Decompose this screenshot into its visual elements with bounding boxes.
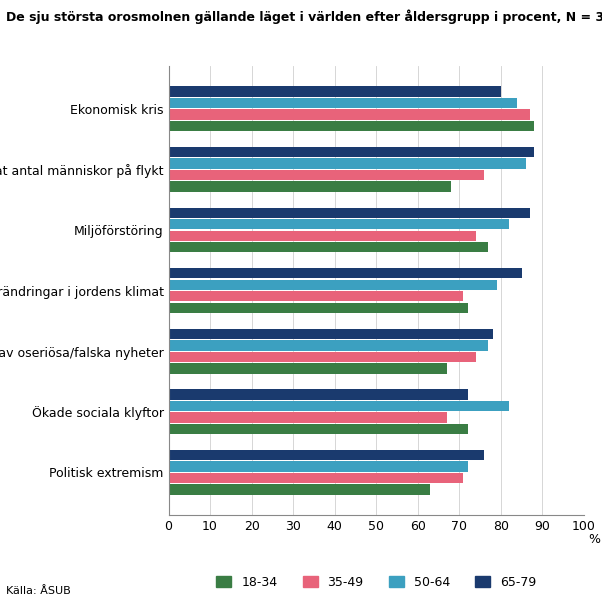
Bar bbox=[169, 389, 468, 400]
Bar bbox=[169, 302, 468, 313]
Bar bbox=[169, 207, 530, 218]
Bar bbox=[169, 147, 534, 157]
Legend: 18-34, 35-49, 50-64, 65-79: 18-34, 35-49, 50-64, 65-79 bbox=[211, 571, 541, 594]
Bar bbox=[169, 340, 488, 350]
Bar bbox=[169, 473, 464, 483]
Bar bbox=[169, 401, 509, 411]
Bar bbox=[169, 219, 509, 229]
Text: De sju största orosmolnen gällande läget i världen efter åldersgrupp i procent, : De sju största orosmolnen gällande läget… bbox=[6, 9, 602, 23]
Bar bbox=[169, 170, 484, 180]
Bar bbox=[169, 98, 518, 108]
Bar bbox=[169, 158, 526, 169]
Text: Källa: ÅSUB: Källa: ÅSUB bbox=[6, 586, 71, 596]
Bar bbox=[169, 110, 530, 120]
Bar bbox=[169, 485, 430, 495]
Bar bbox=[169, 242, 488, 252]
Bar bbox=[169, 121, 534, 131]
Bar bbox=[169, 181, 451, 192]
Bar bbox=[169, 329, 492, 339]
Bar bbox=[169, 450, 484, 460]
Bar bbox=[169, 412, 447, 423]
Text: %: % bbox=[588, 533, 600, 546]
Bar bbox=[169, 352, 476, 362]
Bar bbox=[169, 231, 476, 241]
Bar bbox=[169, 268, 521, 279]
Bar bbox=[169, 280, 497, 290]
Bar bbox=[169, 86, 501, 96]
Bar bbox=[169, 291, 464, 301]
Bar bbox=[169, 461, 468, 471]
Bar bbox=[169, 363, 447, 374]
Bar bbox=[169, 424, 468, 434]
